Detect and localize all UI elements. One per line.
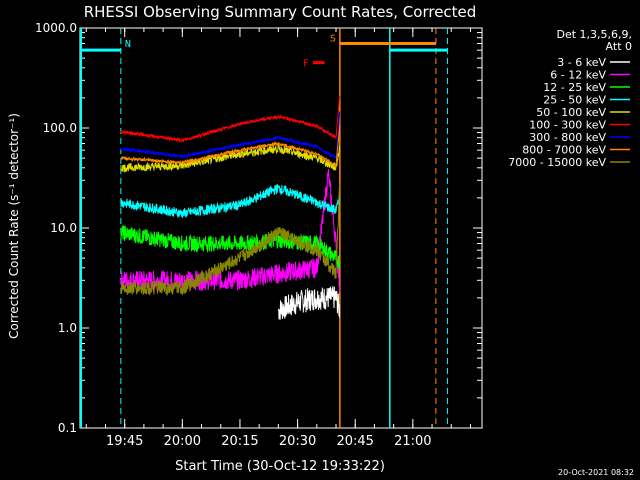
y-tick-label: 10.0 (50, 221, 77, 235)
legend-label: 300 - 800 keV (529, 131, 606, 144)
x-tick-label: 20:15 (221, 434, 258, 449)
series-line-100-300keV (120, 95, 341, 144)
y-tick-label: 0.1 (58, 421, 77, 435)
legend-title-line1: Det 1,3,5,6,9, (556, 28, 632, 41)
series-line-25-50keV (120, 184, 341, 218)
x-tick-label: 19:45 (106, 434, 143, 449)
legend-label: 7000 - 15000 keV (508, 156, 606, 169)
legend-label: 100 - 300 keV (529, 119, 606, 132)
x-tick-label: 21:00 (394, 434, 431, 449)
legend-label: 25 - 50 keV (543, 94, 606, 107)
chart-title: RHESSI Observing Summary Count Rates, Co… (84, 3, 477, 21)
y-tick-label: 1.0 (58, 321, 77, 335)
annotation-S: S (330, 33, 336, 44)
legend-label: 800 - 7000 keV (522, 144, 606, 157)
x-axis-label: Start Time (30-Oct-12 19:33:22) (175, 459, 385, 474)
series-line-3-6keV (277, 286, 341, 320)
plot-frame (79, 27, 483, 429)
timestamp: 20-Oct-2021 08:32 (558, 468, 634, 477)
legend-title-line2: Att 0 (606, 40, 632, 53)
legend-label: 6 - 12 keV (550, 69, 606, 82)
y-tick-label: 100.0 (43, 121, 77, 135)
annotation-N: N (125, 39, 131, 50)
legend-label: 50 - 100 keV (536, 106, 606, 119)
x-tick-label: 20:00 (164, 434, 201, 449)
series-line-6-12keV (120, 168, 341, 293)
series-line-300-800keV (120, 111, 341, 160)
legend-label: 3 - 6 keV (557, 56, 606, 69)
annotation-F: F (303, 59, 309, 70)
y-axis-label: Corrected Count Rate (s⁻¹ detector⁻¹) (7, 113, 21, 339)
legend-label: 12 - 25 keV (543, 81, 606, 94)
plot-area: 0.1 1.0 10.0 100.0 1000.0 19:45 20:00 20:15 20:3… (35, 21, 483, 449)
x-tick-label: 20:45 (336, 434, 373, 449)
y-tick-label: 1000.0 (35, 21, 77, 35)
x-tick-label: 20:30 (279, 434, 316, 449)
series-line-800-7000keV (120, 124, 341, 168)
series-line-7000-15000keV (120, 184, 341, 297)
